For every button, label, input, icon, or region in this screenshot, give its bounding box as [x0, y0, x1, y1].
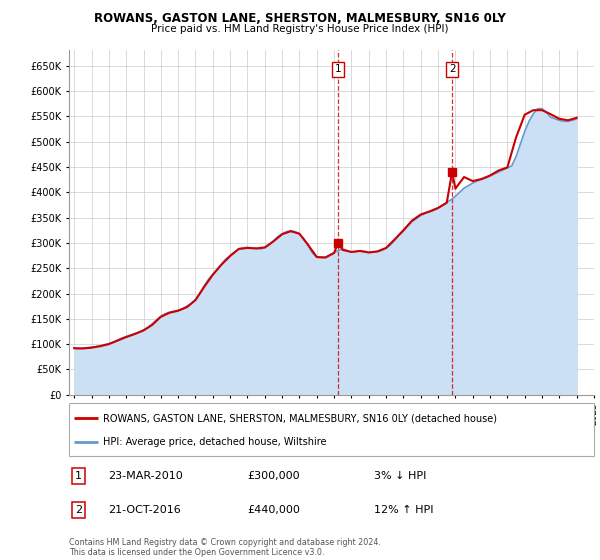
Text: 1: 1 [75, 471, 82, 481]
Text: 2: 2 [449, 64, 455, 74]
Text: 12% ↑ HPI: 12% ↑ HPI [373, 505, 433, 515]
FancyBboxPatch shape [69, 403, 594, 456]
Text: 2: 2 [75, 505, 82, 515]
Text: ROWANS, GASTON LANE, SHERSTON, MALMESBURY, SN16 0LY: ROWANS, GASTON LANE, SHERSTON, MALMESBUR… [94, 12, 506, 25]
Text: Price paid vs. HM Land Registry's House Price Index (HPI): Price paid vs. HM Land Registry's House … [151, 24, 449, 34]
Text: 1: 1 [335, 64, 341, 74]
Text: HPI: Average price, detached house, Wiltshire: HPI: Average price, detached house, Wilt… [103, 436, 326, 446]
Text: £300,000: £300,000 [248, 471, 300, 481]
Text: £440,000: £440,000 [248, 505, 301, 515]
Text: 23-MAR-2010: 23-MAR-2010 [109, 471, 183, 481]
Text: Contains HM Land Registry data © Crown copyright and database right 2024.
This d: Contains HM Land Registry data © Crown c… [69, 538, 381, 557]
Text: 21-OCT-2016: 21-OCT-2016 [109, 505, 181, 515]
Text: 3% ↓ HPI: 3% ↓ HPI [373, 471, 426, 481]
Text: ROWANS, GASTON LANE, SHERSTON, MALMESBURY, SN16 0LY (detached house): ROWANS, GASTON LANE, SHERSTON, MALMESBUR… [103, 413, 497, 423]
